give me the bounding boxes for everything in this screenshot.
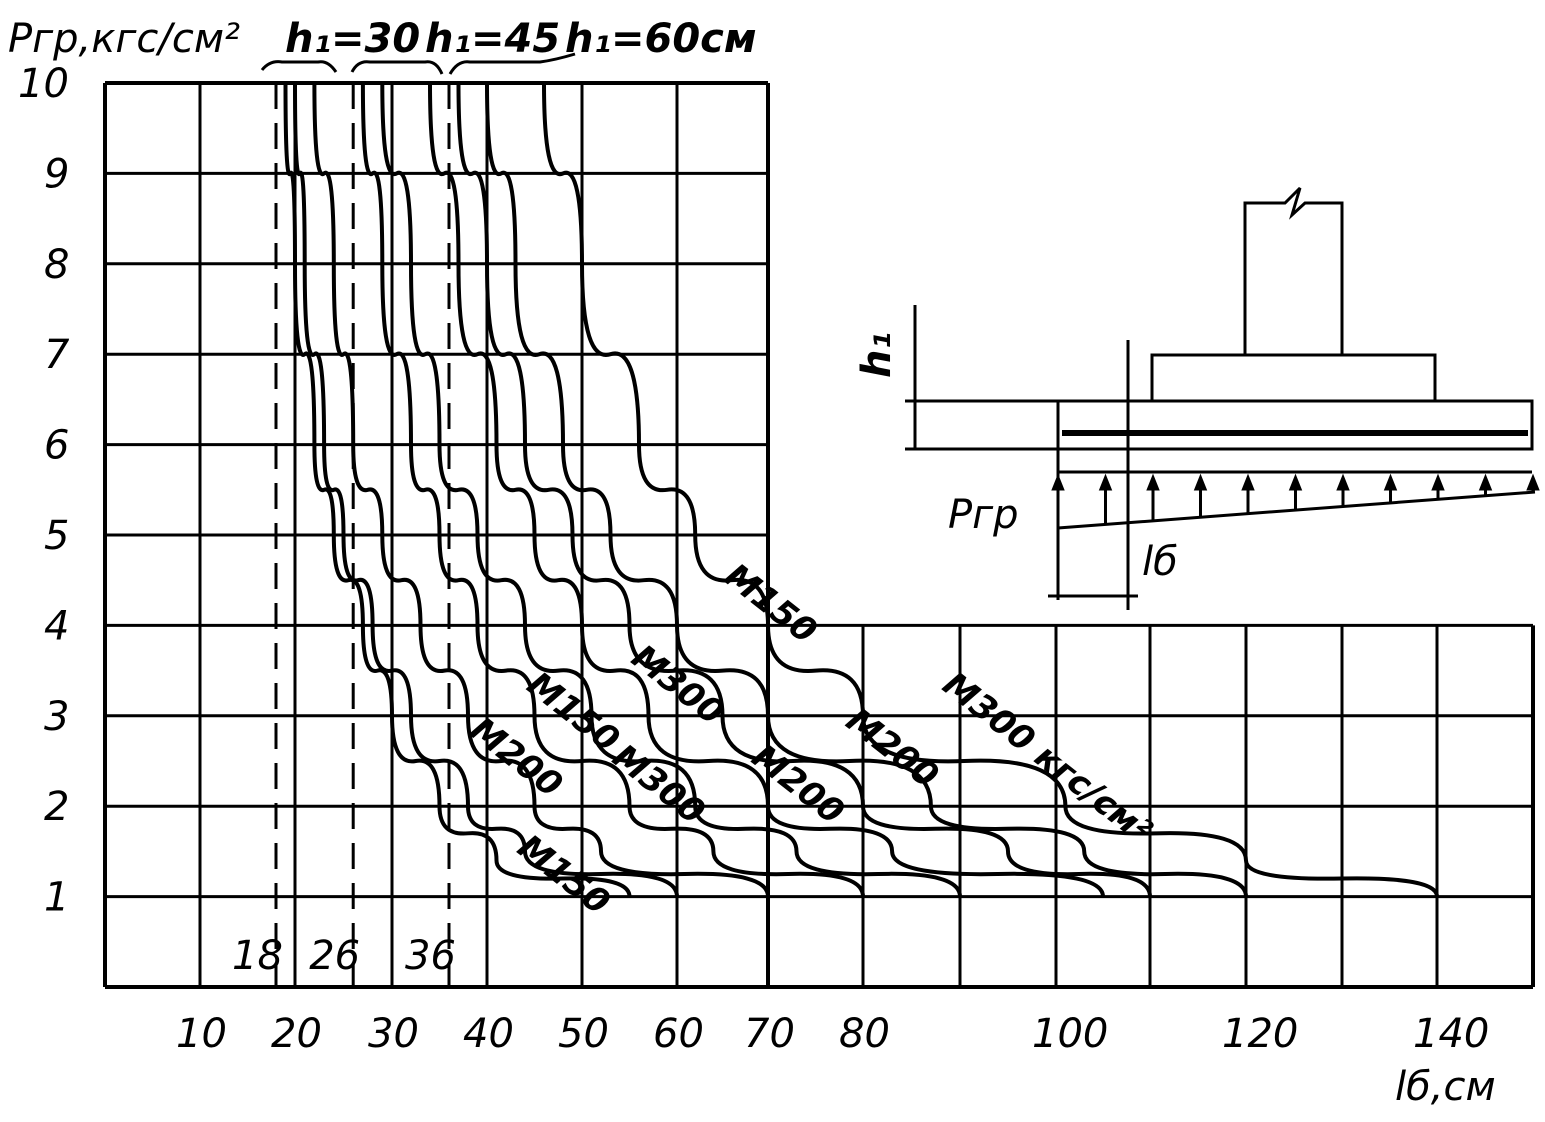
pressure-arrow-head — [1478, 473, 1493, 491]
y-tick-4: 4 — [44, 603, 69, 649]
x-tick-100: 100 — [1032, 1011, 1108, 1057]
pressure-arrow-head — [1098, 473, 1113, 491]
y-tick-9: 9 — [44, 151, 69, 197]
curve-9 — [542, 82, 1439, 898]
lb-label: lб — [1142, 539, 1178, 585]
axis-ticks: 10 20 30 40 50 60 70 80 100 120 140 1 2 3 4 5 6 7 8 9 10 — [18, 61, 1489, 1057]
h1-label: h₁ — [854, 332, 900, 378]
group-label-2: h₁=45 — [425, 16, 560, 62]
x-tick-10: 10 — [176, 1011, 227, 1057]
curve-1 — [283, 82, 632, 897]
foundation-diagram — [905, 186, 1540, 610]
curve-8 — [485, 82, 1248, 897]
x-tick-140: 140 — [1413, 1011, 1489, 1057]
x-tick-20: 20 — [271, 1011, 322, 1057]
curve-label-6: M200 — [744, 737, 851, 833]
pressure-arrow-head — [1241, 473, 1255, 491]
pressure-arrow-head — [1193, 473, 1208, 491]
group-label-3: h₁=60см — [565, 16, 757, 62]
group-brace-3 — [448, 52, 576, 75]
pressure-arrow-head — [1526, 473, 1540, 491]
p-label: Pгр — [948, 492, 1019, 538]
curve-6 — [428, 82, 1105, 897]
chart-curves — [283, 82, 1439, 898]
curve-label-4: M300 — [605, 737, 712, 833]
y-tick-8: 8 — [44, 242, 69, 288]
y-tick-10: 10 — [18, 61, 69, 107]
y-tick-7: 7 — [44, 332, 70, 378]
pressure-arrow-head — [1146, 473, 1160, 491]
group-brace-2 — [350, 60, 444, 75]
x-axis-label: lб,см — [1395, 1064, 1496, 1110]
x-tick-50: 50 — [558, 1011, 609, 1057]
x-tick-70: 70 — [744, 1011, 795, 1057]
pressure-arrows — [1051, 473, 1540, 528]
y-tick-2: 2 — [44, 784, 69, 830]
chart-grid — [103, 81, 1535, 989]
x-tick-120: 120 — [1222, 1011, 1298, 1057]
y-axis-label: Pгр,кгс/см² — [8, 16, 240, 62]
y-tick-6: 6 — [44, 423, 69, 469]
curve-label-9: M300 кгс/см² — [935, 664, 1159, 851]
x-tick-60: 60 — [653, 1011, 704, 1057]
pressure-arrow-head — [1431, 473, 1445, 491]
curve-4 — [360, 82, 865, 897]
vertical-markers: 18 26 36 — [232, 83, 456, 987]
group-labels: h₁=30 h₁=45 h₁=60см — [260, 16, 757, 75]
marker-label-36: 36 — [405, 933, 456, 979]
group-brace-1 — [260, 60, 338, 73]
curve-2 — [293, 82, 679, 897]
column-outline — [1243, 186, 1344, 355]
pressure-arrow-head — [1383, 473, 1398, 491]
pressure-arrow-head — [1288, 473, 1303, 491]
curve-3 — [312, 82, 770, 897]
pressure-arrow-head — [1051, 473, 1065, 491]
footing-step — [1150, 353, 1437, 403]
curve-5 — [380, 82, 962, 897]
x-tick-80: 80 — [839, 1011, 890, 1057]
pressure-arrow-head — [1336, 473, 1350, 491]
x-tick-40: 40 — [463, 1011, 514, 1057]
group-label-1: h₁=30 — [285, 16, 420, 62]
y-tick-5: 5 — [44, 513, 69, 559]
y-tick-3: 3 — [44, 694, 69, 740]
x-tick-30: 30 — [368, 1011, 419, 1057]
marker-label-18: 18 — [232, 933, 283, 979]
marker-label-26: 26 — [309, 933, 360, 979]
y-tick-1: 1 — [44, 875, 69, 921]
